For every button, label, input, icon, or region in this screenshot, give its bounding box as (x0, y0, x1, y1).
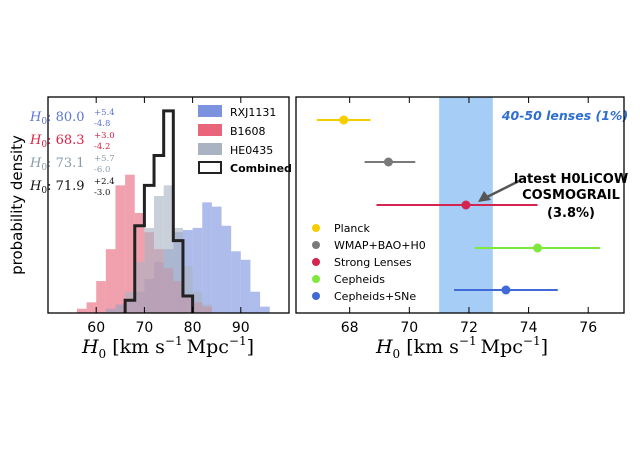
right-errorbar-panel: 40-50 lenses (1%) 68 70 72 74 76 H0 [km s−1 Mp… (295, 96, 628, 361)
hist-bar-rxj1131 (221, 225, 232, 313)
legend-swatch-rxj1131 (198, 105, 222, 117)
legend-swatch-he0435 (198, 143, 222, 155)
left-y-axis-label: probability density (8, 135, 26, 275)
combined-value-minus: -3.0 (94, 188, 110, 198)
band-label: 40-50 lenses (1%) (501, 108, 628, 123)
legend-label-wmap-bao-h0: WMAP+BAO+H0 (334, 239, 426, 252)
hist-bar-rxj1131 (231, 251, 241, 313)
right-tick-label: 76 (579, 320, 597, 336)
left-x-axis-label: H0 [km s−1 Mpc−1] (81, 334, 254, 361)
annotation-line-1: latest H0LiCOW (514, 172, 628, 187)
left-annotations: H0: 80.0 +5.4-4.8 H0: 68.3 +3.0-4.2 H0: 73.1… (29, 108, 115, 198)
hist-bar-rxj1131 (202, 202, 212, 313)
point-planck (339, 115, 349, 125)
hist-bar-he0435 (105, 308, 116, 313)
legend-swatch-b1608 (198, 124, 222, 136)
right-tick-label: 74 (520, 320, 538, 336)
legend-marker-planck (312, 224, 320, 232)
legend-label-combined: Combined (230, 162, 292, 175)
combined-value-plus: +2.4 (94, 177, 115, 187)
legend-marker-strong-lenses (312, 258, 320, 266)
hist-bar-he0435 (182, 266, 193, 313)
right-tick-label: 70 (400, 320, 418, 336)
left-axes-frame (47, 96, 290, 314)
hist-bar-he0435 (144, 227, 155, 313)
legend-swatch-combined (198, 161, 222, 174)
hist-bar-he0435 (173, 227, 183, 313)
rxj-value-plus: +5.4 (94, 108, 115, 118)
annotation-line-2: COSMOGRAIL (522, 188, 620, 203)
left-legend: RXJ1131 B1608 HE0435 Combined (198, 105, 292, 175)
point-wmap-bao-h0 (383, 157, 393, 167)
he0435-value: H0: 73.1 (29, 156, 85, 173)
hist-bar-he0435 (192, 291, 203, 313)
left-tick-label: 80 (184, 320, 202, 336)
annotation-line-3: (3.8%) (547, 206, 595, 221)
hist-bar-b1608 (105, 249, 116, 313)
combined-value: H0: 71.9 (29, 179, 85, 196)
b1608-value-minus: -4.2 (94, 142, 110, 152)
hist-bar-b1608 (86, 302, 97, 313)
hist-bar-rxj1131 (240, 259, 251, 313)
point-strong-lenses (461, 200, 471, 210)
right-x-ticks: 68 70 72 74 76 (341, 97, 597, 336)
legend-marker-cepheids (312, 275, 320, 283)
left-tick-label: 60 (87, 320, 105, 336)
right-axes-frame (295, 96, 625, 314)
hist-bar-he0435 (134, 261, 145, 313)
right-tick-label: 68 (341, 320, 359, 336)
histogram-bars (76, 174, 270, 313)
legend-label-he0435: HE0435 (230, 144, 273, 157)
hist-bar-he0435 (115, 304, 126, 313)
right-x-axis-label: H0 [km s−1 Mpc−1] (375, 334, 548, 361)
hist-bar-rxj1131 (260, 306, 270, 313)
hist-bar-he0435 (163, 185, 174, 313)
rxj-value: H0: 80.0 (29, 110, 85, 127)
combined-outline (123, 109, 195, 313)
legend-label-strong-lenses: Strong Lenses (334, 256, 412, 269)
hist-bar-b1608 (96, 281, 106, 313)
right-tick-label: 72 (460, 320, 478, 336)
legend-label-rxj1131: RXJ1131 (230, 106, 276, 119)
he0435-value-plus: +5.7 (94, 154, 115, 164)
b1608-value: H0: 68.3 (29, 133, 85, 150)
hist-bar-b1608 (76, 308, 87, 313)
errorbar-points (316, 115, 601, 295)
he0435-value-minus: -6.0 (94, 165, 110, 175)
legend-label-b1608: B1608 (230, 125, 266, 138)
right-legend: Planck WMAP+BAO+H0 Strong Lenses Cepheids Ce… (312, 222, 426, 303)
legend-marker-cepheids-sne (312, 292, 320, 300)
left-tick-label: 70 (135, 320, 153, 336)
hist-bar-b1608 (115, 185, 126, 313)
hist-bar-rxj1131 (250, 291, 261, 313)
h0licow-annotation: latest H0LiCOW COSMOGRAIL (3.8%) (478, 172, 628, 221)
legend-label-cepheids: Cepheids (334, 273, 385, 286)
rxj-value-minus: -4.8 (94, 119, 110, 129)
hist-bar-rxj1131 (192, 227, 203, 313)
point-cepheids-sne (501, 285, 511, 295)
hist-bar-rxj1131 (211, 206, 222, 313)
left-x-ticks: 60 70 80 90 (87, 97, 250, 336)
legend-label-planck: Planck (334, 222, 370, 235)
legend-marker-wmap-bao-h0 (312, 241, 320, 249)
legend-label-cepheids-sne: Cepheids+SNe (334, 290, 416, 303)
hist-bar-he0435 (202, 304, 212, 313)
annotation-arrow-line (484, 179, 520, 200)
b1608-value-plus: +3.0 (94, 131, 115, 141)
annotation-arrow-head (478, 191, 491, 202)
point-cepheids (533, 243, 543, 253)
hist-bar-he0435 (125, 291, 135, 313)
left-histogram-panel: 60 70 80 90 probability density H0 [km s−1 Mp… (8, 96, 292, 361)
hist-bar-he0435 (154, 195, 164, 313)
hist-bar-b1608 (125, 174, 135, 313)
left-tick-label: 90 (232, 320, 250, 336)
